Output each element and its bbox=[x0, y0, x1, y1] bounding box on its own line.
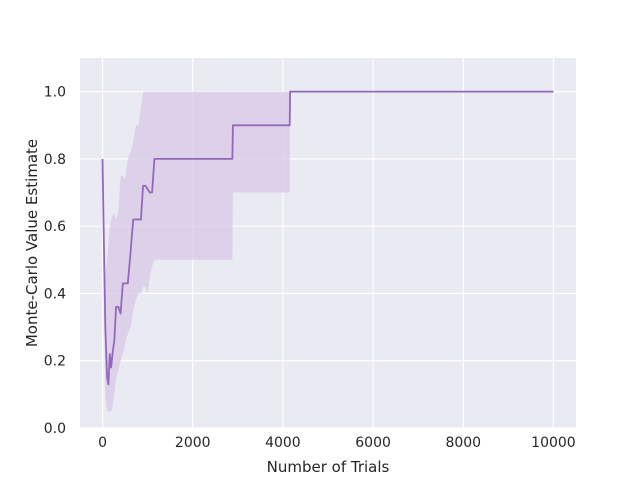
x-tick-label: 4000 bbox=[265, 435, 301, 451]
x-axis-label: Number of Trials bbox=[267, 458, 390, 476]
x-tick-labels: 0 2000 4000 6000 8000 10000 bbox=[98, 435, 576, 451]
y-tick-label: 0.0 bbox=[44, 421, 66, 437]
x-tick-label: 10000 bbox=[531, 435, 576, 451]
y-tick-label: 0.2 bbox=[44, 354, 66, 370]
x-tick-label: 2000 bbox=[175, 435, 211, 451]
y-tick-labels: 0.0 0.2 0.4 0.6 0.8 1.0 bbox=[44, 85, 66, 437]
x-tick-label: 0 bbox=[98, 435, 107, 451]
y-tick-label: 0.4 bbox=[44, 286, 66, 302]
series-line bbox=[101, 90, 554, 386]
confidence-band bbox=[102, 91, 554, 412]
y-tick-label: 1.0 bbox=[44, 85, 66, 101]
x-tick-label: 8000 bbox=[445, 435, 481, 451]
y-tick-label: 0.8 bbox=[44, 152, 66, 168]
y-axis-label: Monte-Carlo Value Estimate bbox=[23, 139, 41, 347]
y-tick-label: 0.6 bbox=[44, 219, 66, 235]
x-tick-label: 6000 bbox=[355, 435, 391, 451]
